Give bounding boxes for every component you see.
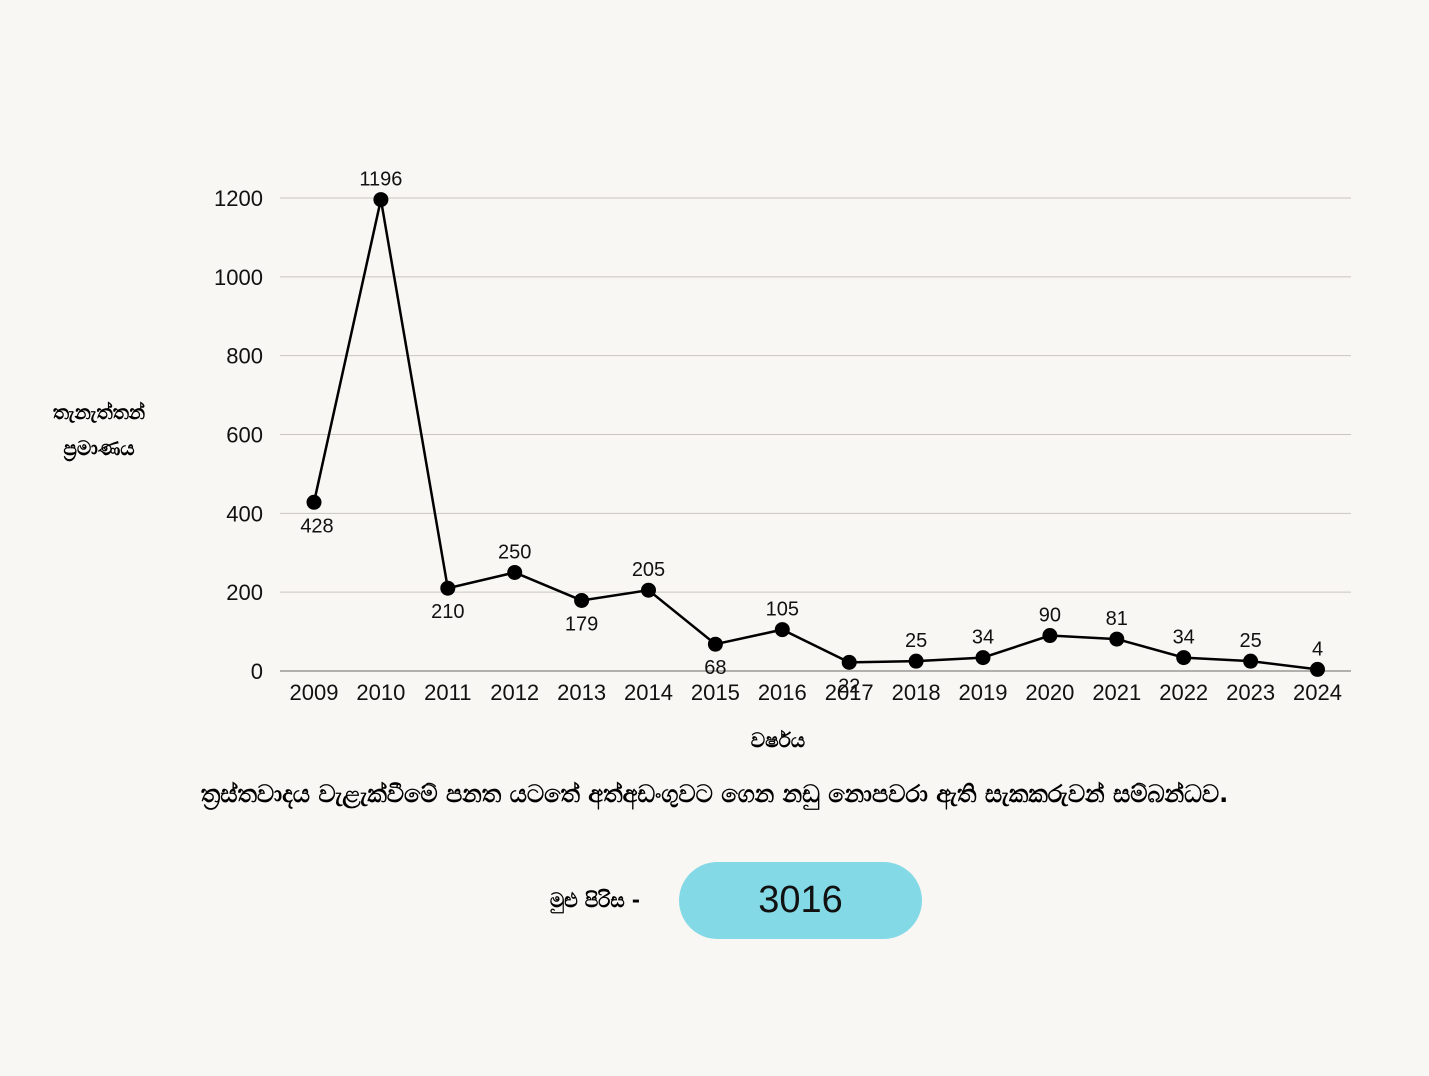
data-label: 68	[704, 657, 726, 679]
data-point	[1310, 661, 1325, 677]
data-point	[908, 653, 924, 669]
x-tick-label: 2009	[290, 680, 339, 705]
data-label: 250	[498, 541, 531, 563]
data-point	[841, 654, 857, 670]
x-tick-label: 2021	[1092, 680, 1141, 705]
data-label: 105	[766, 599, 799, 621]
data-label: 25	[905, 630, 927, 652]
x-axis-title: වර්ෂය	[751, 728, 805, 752]
total-value-badge: 3016	[679, 862, 922, 939]
data-point	[641, 582, 656, 598]
y-tick-label: 600	[226, 423, 263, 448]
data-label: 179	[565, 613, 598, 635]
gridlines	[280, 197, 1351, 672]
x-tick-label: 2013	[557, 680, 606, 705]
data-label: 25	[1239, 630, 1261, 652]
data-label: 1196	[359, 169, 402, 191]
data-labels: 428 1196 210 250 179 205 68 105 22 25 34 90 81 34 25 4	[300, 169, 1323, 698]
data-point	[707, 636, 723, 652]
series-line	[312, 199, 1318, 671]
x-tick-label: 2017	[825, 680, 874, 705]
y-axis-title-line-1: තැනැත්තන්	[53, 400, 145, 424]
x-tick-label: 2011	[424, 680, 471, 705]
data-label: 428	[300, 515, 333, 537]
x-tick-label: 2019	[959, 680, 1008, 705]
chart-caption: ත්‍රස්තවාදය වැළැක්වීමේ පනත යටතේ අත්අඩංගු…	[200, 780, 1229, 808]
data-label: 205	[632, 559, 665, 581]
data-point	[373, 192, 389, 208]
data-label: 210	[431, 601, 464, 623]
data-point	[975, 650, 991, 666]
y-tick-label: 0	[251, 659, 263, 684]
y-tick-label: 800	[226, 344, 263, 369]
data-point	[1176, 650, 1192, 666]
y-tick-label: 200	[226, 580, 263, 605]
x-tick-label: 2016	[758, 680, 807, 705]
x-tick-label: 2014	[624, 680, 673, 705]
data-point	[1243, 653, 1259, 669]
data-label: 4	[1312, 638, 1323, 660]
x-tick-label: 2020	[1025, 680, 1074, 705]
data-label: 81	[1106, 608, 1128, 630]
x-axis-ticks: 2009 2010 2011 2012 2013 2014 2015 2016 2017 2018…	[290, 680, 1342, 705]
x-tick-label: 2010	[356, 680, 405, 705]
x-tick-label: 2015	[691, 680, 740, 705]
x-tick-label: 2024	[1293, 680, 1342, 705]
data-point	[1042, 628, 1058, 644]
x-tick-label: 2022	[1159, 680, 1208, 705]
data-point	[440, 580, 456, 596]
data-point	[774, 622, 790, 638]
x-tick-label: 2012	[490, 680, 539, 705]
y-tick-label: 1200	[214, 186, 263, 211]
data-label: 22	[838, 675, 860, 697]
y-axis-title-line-2: ප්‍රමාණය	[63, 436, 135, 463]
y-axis-ticks: 0 200 400 600 800 1000 1200	[214, 186, 263, 684]
total-label: මුළු පිරිස -	[549, 888, 640, 912]
x-tick-label: 2023	[1226, 680, 1275, 705]
y-tick-label: 1000	[214, 265, 263, 290]
data-label: 90	[1039, 605, 1061, 627]
data-label: 34	[1173, 627, 1195, 649]
y-tick-label: 400	[226, 501, 263, 526]
x-tick-label: 2018	[892, 680, 941, 705]
data-point	[574, 592, 590, 608]
data-point	[507, 564, 523, 580]
data-point	[306, 494, 322, 510]
data-points	[306, 192, 1325, 677]
data-point	[1109, 631, 1125, 647]
data-label: 34	[972, 627, 994, 649]
